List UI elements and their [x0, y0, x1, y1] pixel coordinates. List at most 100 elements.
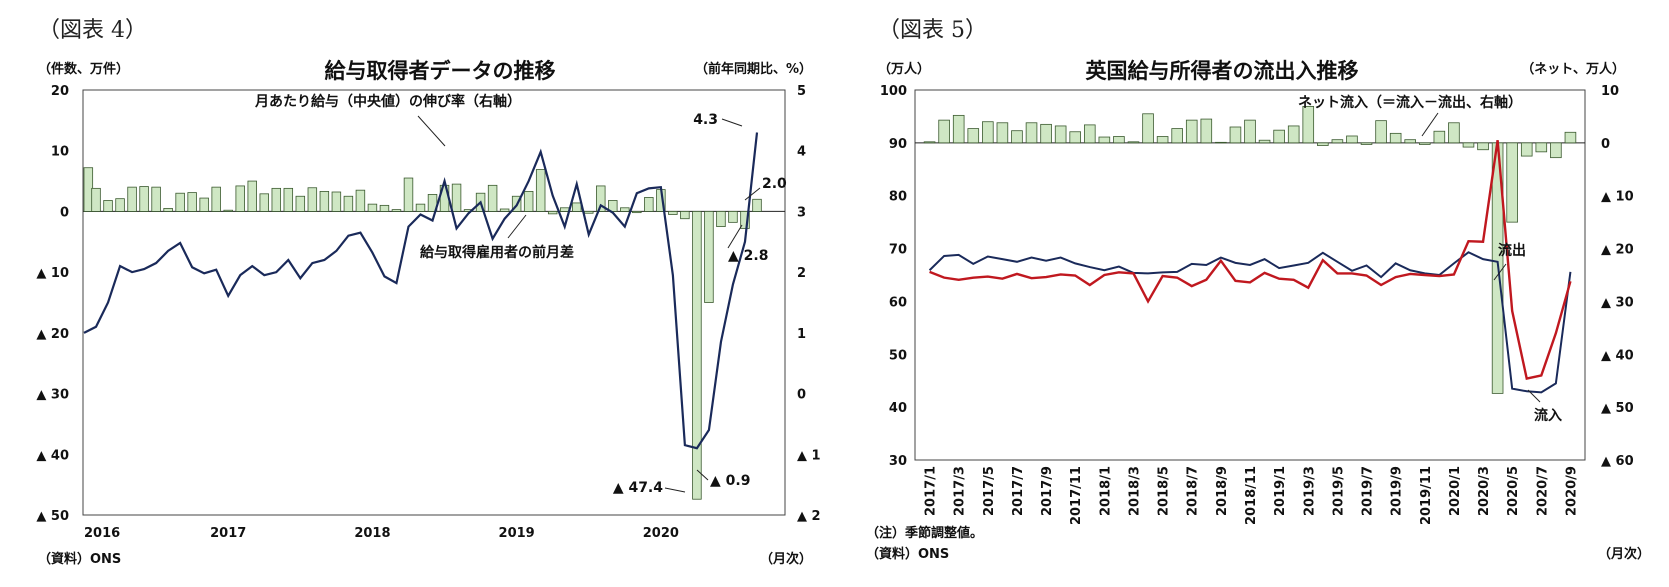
figure-5-x-unit: （月次）: [1598, 546, 1650, 562]
figure-5-net-bar: [1360, 142, 1373, 145]
figure-5-net-bar: [1448, 122, 1460, 144]
figure-5-net-bar: [1433, 130, 1446, 144]
figure-5-left-tick-label: 100: [880, 84, 907, 99]
figure-5-net-bar: [1098, 136, 1111, 144]
figure-4-employee-bar: [199, 197, 209, 212]
figure-4-wage-line: [83, 132, 759, 450]
figure-4-right-tick-label: 1: [797, 327, 806, 342]
figure-4-left-tick-label: ▲ 30: [36, 388, 69, 403]
figure-4-employee-bar: [127, 186, 137, 212]
figure-4-employee-bar: [559, 207, 570, 212]
figure-4-employee-bar: [307, 187, 318, 212]
figure-5-x-tick-label: 2017/9: [1040, 466, 1055, 516]
figure-4-employee-bar: [223, 209, 233, 212]
figure-5-net-bar: [1418, 142, 1431, 145]
figure-5-right-tick-label: ▲ 30: [1601, 295, 1634, 310]
figure-4-left-tick-label: ▲ 20: [36, 327, 69, 342]
figure-4-employee-bar: [343, 195, 354, 212]
figure-4-employee-bar: [547, 211, 558, 215]
figure-5-net-bar: [967, 128, 980, 144]
figure-5-net-bar: [1477, 142, 1489, 151]
figure-4-employee-bar: [704, 211, 714, 303]
figure-5-left-tick-label: 60: [889, 295, 907, 310]
figure-4-x-unit: （月次）: [760, 551, 812, 567]
figure-4-left-tick-label: ▲ 40: [36, 448, 69, 463]
figure-4-x-ticks: 2016 2017 2018 2019 2020: [84, 526, 679, 541]
figure-5-net-bar: [1462, 142, 1475, 148]
figure-4-employee-bar: [187, 192, 197, 212]
figure-4-employee-bar: [632, 211, 642, 214]
figure-5-net-leader: [1421, 112, 1439, 137]
figure-4-employee-series-label: 給与取得雇用者の前月差: [420, 244, 574, 261]
figure-4-left-tick-label: ▲ 10: [36, 266, 69, 281]
figure-5-left-tick-label: 90: [889, 137, 907, 152]
figure-5-net-bar: [1302, 105, 1315, 144]
figure-5-left-tick-label: 40: [889, 401, 907, 416]
figure-5-net-bar: [1258, 139, 1271, 144]
figure-4-employee-bar: [211, 186, 221, 212]
figure-5-net-bar: [1404, 139, 1417, 144]
figure-5-right-tick-label: ▲ 50: [1601, 401, 1634, 416]
figure-4-last-wage-leader: [721, 118, 743, 127]
figure-5-title: 英国給与所得者の流出入推移: [1086, 59, 1359, 83]
figure-4-left-tick-label: 0: [60, 205, 69, 220]
figure-5-net-bar: [1083, 124, 1096, 144]
figure-4-employee-bar: [535, 169, 546, 212]
figure-4-wage-leader: [417, 115, 446, 147]
figure-4-x-tick-label: 2016: [84, 526, 120, 541]
figure-5-x-tick-label: 2019/9: [1390, 466, 1405, 516]
figure-5-net-bar: [1069, 131, 1082, 144]
figure-5-net-bar: [996, 122, 1009, 144]
figure-5-x-tick-label: 2017/1: [924, 466, 939, 516]
figure-5-x-tick-label: 2017/7: [1011, 466, 1026, 516]
figure-5-net-bar: [1054, 125, 1067, 144]
figure-5-x-tick-label: 2019/5: [1331, 466, 1346, 516]
figure-4-right-ticks: 5 4 3 2 1 0 ▲ 1 ▲ 2: [797, 84, 821, 524]
figure-5-outflow-label: 流出: [1498, 242, 1526, 259]
figure-4-employee-bar: [740, 211, 750, 229]
figure-4-low-bar-leader: [664, 487, 686, 493]
figure-5-x-tick-label: 2018/1: [1098, 466, 1113, 516]
figure-4-employee-bar: [379, 204, 390, 212]
figure-4-right-tick-label: 2: [797, 266, 806, 281]
figure-4-plot-frame: [82, 89, 786, 516]
figure-4-employee-bar: [355, 189, 366, 212]
figure-5-right-tick-label: ▲ 20: [1601, 243, 1634, 258]
figure-5-outflow-line: [929, 140, 1572, 381]
figure-5-net-series-label: ネット流入（＝流入－流出、右軸）: [1298, 94, 1522, 111]
figure-5-label: （図表 5）: [878, 18, 987, 43]
figure-4-employee-bar: [247, 180, 257, 212]
figure-4-last-bar-leader: [744, 187, 761, 201]
figure-5-x-tick-label: 2017/11: [1069, 466, 1084, 525]
figure-5-left-tick-label: 30: [889, 454, 907, 469]
figure-5-note: （注）季節調整値。: [866, 525, 983, 541]
figure-5-x-tick-label: 2017/3: [953, 466, 968, 516]
figure-4-employee-bar: [728, 211, 738, 223]
figure-5-net-bar: [1244, 119, 1256, 144]
figure-5-net-bar: [1215, 141, 1227, 144]
figure-5-right-tick-label: 10: [1601, 84, 1619, 99]
figure-5-net-bar: [923, 141, 936, 144]
figure-4-employee-bar: [235, 185, 245, 212]
figure-5-left-unit: （万人）: [878, 61, 930, 77]
figure-5-source: （資料）ONS: [866, 546, 949, 562]
figure-5-x-tick-label: 2020/5: [1506, 466, 1521, 516]
figure-4-employee-bar: [115, 198, 125, 212]
figure-4-employee-bar: [103, 200, 113, 212]
figure-4-right-unit: （前年同期比、%）: [695, 61, 812, 77]
figure-5-net-bar: [1550, 142, 1562, 159]
figure-4-employee-bar: [752, 198, 762, 212]
figure-4-employee-bar: [367, 203, 378, 212]
figure-5-left-tick-label: 50: [889, 348, 907, 363]
figure-5-net-bar: [1273, 129, 1285, 144]
figure-5-net-bar: [1113, 136, 1125, 144]
figure-5-x-tick-label: 2019/3: [1302, 466, 1317, 516]
figure-5-x-tick-label: 2019/11: [1419, 466, 1434, 525]
figure-4-employee-bar: [415, 203, 426, 212]
figure-5-left-ticks: 100 90 80 70 60 50 40 30: [880, 84, 907, 469]
figure-4-x-tick-label: 2018: [354, 526, 390, 541]
figure-5-inflow-leader: [1527, 389, 1541, 403]
figure-5-net-bar: [982, 121, 994, 144]
figure-4-employee-bar: [680, 211, 690, 220]
figure-4-employee-bar: [91, 187, 101, 212]
